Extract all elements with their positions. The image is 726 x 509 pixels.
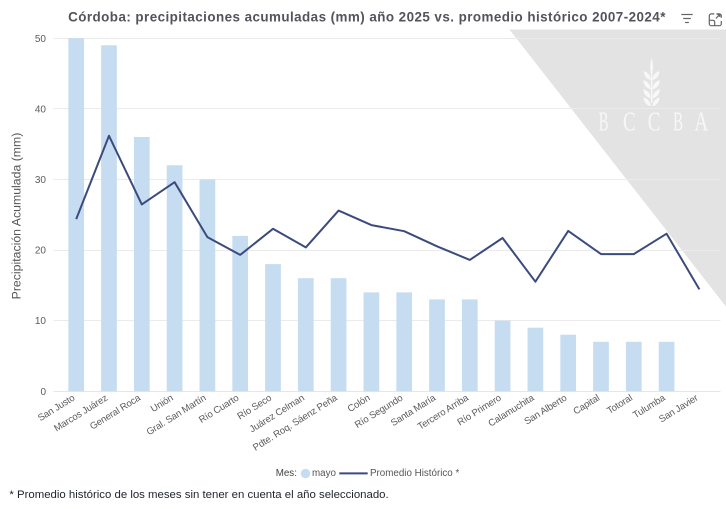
svg-text:A: A [694,108,708,138]
svg-text:10: 10 [35,316,47,327]
svg-text:Promedio Histórico *: Promedio Histórico * [370,468,459,479]
svg-text:Precipitación Acumulada (mm): Precipitación Acumulada (mm) [9,133,23,300]
svg-text:30: 30 [35,175,47,186]
svg-text:C: C [623,107,636,137]
svg-text:20: 20 [35,246,47,257]
svg-text:B: B [599,107,609,137]
svg-text:Mes:: Mes: [276,468,297,479]
svg-text:* Promedio histórico de los me: * Promedio histórico de los meses sin te… [9,489,388,501]
svg-text:Córdoba: precipitaciones acumu: Córdoba: precipitaciones acumuladas (mm)… [68,9,666,24]
svg-text:mayo: mayo [312,468,337,479]
svg-text:50: 50 [35,34,47,45]
svg-text:0: 0 [40,387,46,398]
svg-text:C: C [648,107,661,137]
svg-text:40: 40 [35,104,47,115]
svg-text:B: B [673,107,683,137]
